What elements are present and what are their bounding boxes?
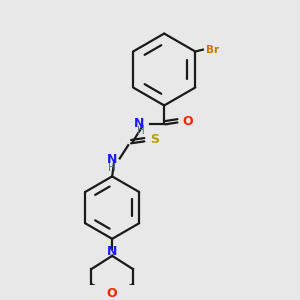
Text: O: O (107, 287, 118, 300)
Text: N: N (134, 117, 144, 130)
Text: N: N (107, 244, 117, 258)
Text: O: O (182, 115, 193, 128)
Text: H: H (136, 126, 144, 136)
Text: Br: Br (206, 45, 219, 55)
Text: N: N (106, 153, 117, 166)
Text: H: H (108, 163, 116, 173)
Text: S: S (150, 134, 159, 146)
